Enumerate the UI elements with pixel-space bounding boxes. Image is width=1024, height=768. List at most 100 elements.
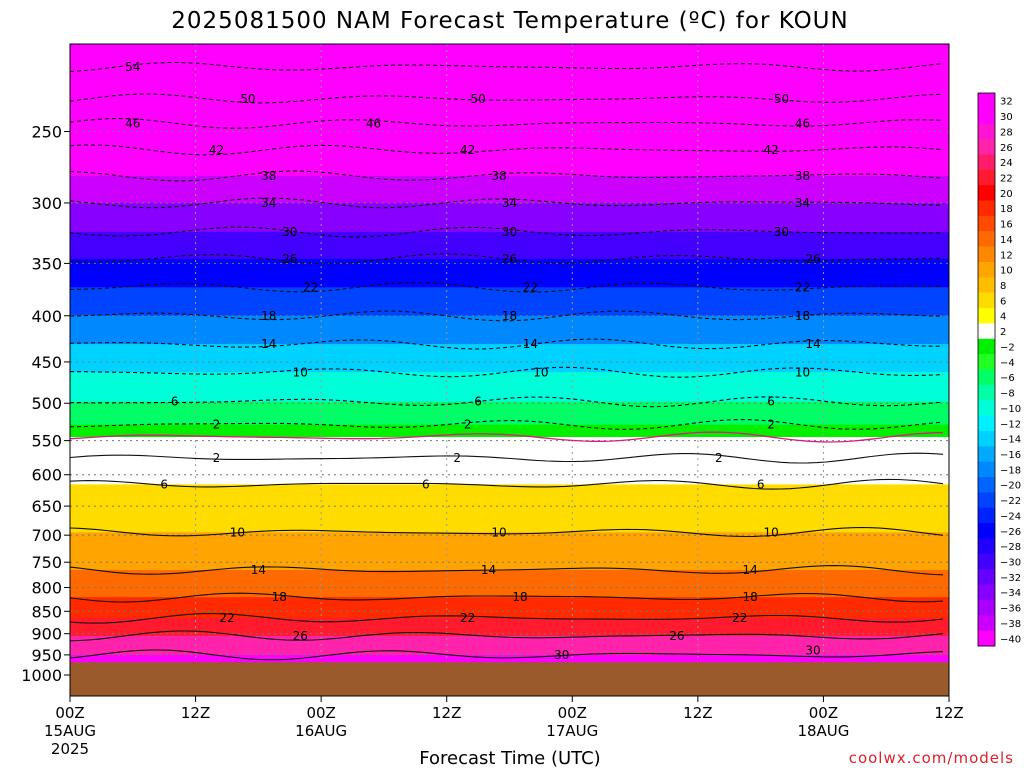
credit-text: coolwx.com/models [849,749,1014,767]
colorbar-swatch [978,523,995,539]
y-tick-label: 350 [31,254,62,273]
contour-line [70,431,944,443]
temperature-band [70,66,949,100]
colorbar-label: −10 [1000,404,1021,415]
x-axis-label: Forecast Time (UTC) [419,748,600,768]
colorbar-swatch [978,261,995,278]
colorbar-label: 8 [1000,281,1006,292]
colorbar-swatch [978,200,995,217]
colorbar-swatch [978,569,995,586]
y-tick-label: 750 [31,553,62,572]
temperature-band [70,401,949,426]
contour-label: 42 [460,143,475,157]
contour-label: 6 [767,395,775,409]
ground-below-surface [70,662,949,696]
temperature-band [70,437,949,459]
temperature-band [70,424,949,438]
contour-label: 14 [251,563,266,577]
temperature-band [70,231,949,260]
colorbar-label: −32 [1000,573,1021,584]
temperature-band [70,149,949,177]
contour-label: 14 [805,337,820,351]
contour-line [70,396,944,408]
contour-line [70,526,944,538]
contour-label: 26 [282,252,297,266]
contour-label: 30 [554,648,569,662]
contour-line [70,419,944,430]
contour-label: 46 [795,117,810,131]
contour-label: 10 [795,365,810,379]
colorbar-swatch [978,215,995,232]
contour-label: 14 [261,337,276,351]
y-tick-label: 550 [31,432,62,451]
temperature-band [70,484,949,533]
contour-label: 22 [303,280,318,294]
contour-label: 10 [533,365,548,379]
colorbar-label: −30 [1000,558,1021,569]
contour-line [70,478,944,490]
contour-label: 30 [774,225,789,239]
contour-label: 14 [481,563,496,577]
colorbar: 32 30 28 26 24 22 20 18 16 14 12 10 8 6 4 2 −2 −4 −6 −8 −10 −… [977,92,1021,647]
contour-label: 50 [774,92,789,106]
contour-label: 34 [795,196,810,210]
colorbar-frame [977,92,996,647]
colorbar-label: 4 [1000,312,1006,323]
x-tick-time: 12Z [934,704,963,722]
colorbar-label: −40 [1000,634,1021,645]
y-tick-label: 800 [31,579,62,598]
contour-label: 6 [422,477,430,491]
colorbar-label: 20 [1000,189,1013,200]
contour-line [70,366,944,378]
contour-label: 2 [464,418,472,432]
contour-label: 10 [763,525,778,539]
colorbar-swatch [978,108,995,125]
colorbar-swatch [978,400,995,417]
contour-label: 22 [523,280,538,294]
contour-label: 34 [261,196,276,210]
y-tick-label: 1000 [21,666,62,685]
contour-label: 6 [160,477,168,491]
colorbar-label: 32 [1000,97,1013,108]
contour-line [70,118,944,129]
x-tick-time: 00Z [558,704,587,722]
colorbar-swatch [978,446,995,463]
colorbar-label: −28 [1000,542,1021,553]
colorbar-label: −34 [1000,588,1021,599]
contour-label: 2 [213,451,221,465]
contour-line [70,452,944,464]
colorbar-swatch [978,384,995,401]
contour-label: 42 [209,143,224,157]
y-tick-label: 600 [31,466,62,485]
contour-label: 38 [491,169,506,183]
colorbar-swatch [978,630,995,647]
colorbar-label: 14 [1000,235,1013,246]
colorbar-swatch [978,354,995,370]
contour-line [70,338,943,350]
colorbar-swatch [978,599,995,616]
contour-label: 38 [261,169,276,183]
contour-label: 50 [240,92,255,106]
contour-line [70,281,944,293]
colorbar-swatch [978,492,995,509]
contour-line [70,197,944,209]
y-tick-label: 500 [31,394,62,413]
contour-label: 22 [795,280,810,294]
contour-label: 46 [366,117,381,131]
contour-label: 22 [460,611,475,625]
contour-label: 18 [502,309,517,323]
temperature-band [70,372,949,403]
colorbar-swatch [978,584,995,601]
contour-line [70,630,944,642]
temperature-bands [70,44,949,696]
contour-label: 2 [715,451,723,465]
colorbar-swatch [978,369,995,386]
colorbar-swatch [978,277,995,294]
contour-label: 10 [491,525,506,539]
x-tick-time: 12Z [683,704,712,722]
colorbar-swatch [978,338,995,355]
colorbar-label: −14 [1000,435,1021,446]
colorbar-swatch [978,415,995,432]
contour-label: 6 [757,477,765,491]
